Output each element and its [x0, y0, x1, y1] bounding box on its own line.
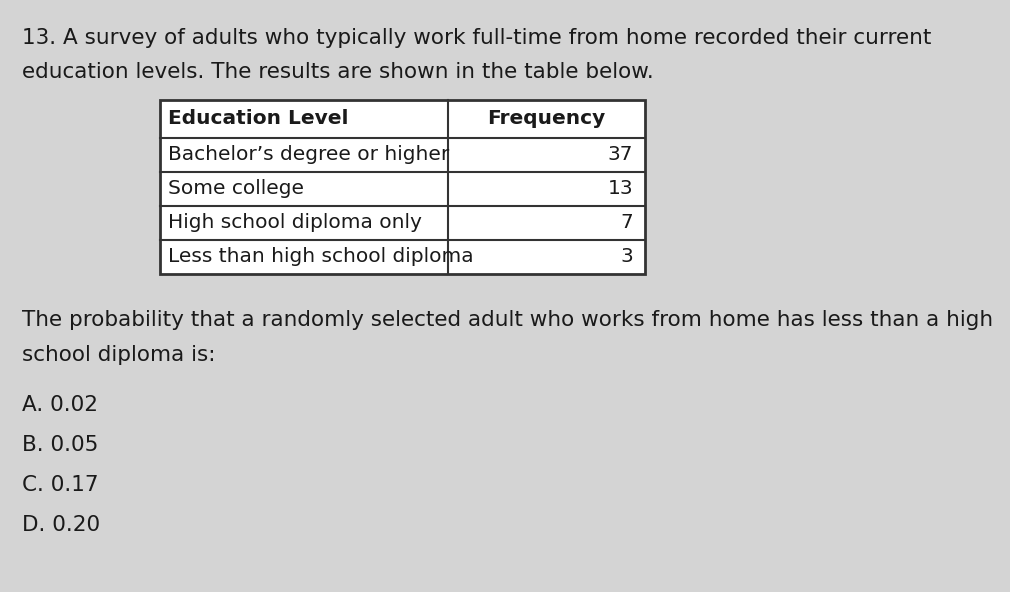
- Text: B. 0.05: B. 0.05: [22, 435, 98, 455]
- Text: Bachelor’s degree or higher: Bachelor’s degree or higher: [168, 146, 449, 165]
- Text: education levels. The results are shown in the table below.: education levels. The results are shown …: [22, 62, 653, 82]
- Text: D. 0.20: D. 0.20: [22, 515, 100, 535]
- Text: The probability that a randomly selected adult who works from home has less than: The probability that a randomly selected…: [22, 310, 993, 330]
- Text: school diploma is:: school diploma is:: [22, 345, 215, 365]
- Bar: [160, 100, 645, 274]
- Text: 13. A survey of adults who typically work full-time from home recorded their cur: 13. A survey of adults who typically wor…: [22, 28, 931, 48]
- Text: A. 0.02: A. 0.02: [22, 395, 98, 415]
- Text: Less than high school diploma: Less than high school diploma: [168, 247, 474, 266]
- Text: Education Level: Education Level: [168, 110, 348, 128]
- Text: C. 0.17: C. 0.17: [22, 475, 99, 495]
- Text: 3: 3: [620, 247, 633, 266]
- Text: 7: 7: [620, 214, 633, 233]
- Text: 13: 13: [607, 179, 633, 198]
- Text: Frequency: Frequency: [488, 110, 606, 128]
- Text: Some college: Some college: [168, 179, 304, 198]
- Text: 37: 37: [607, 146, 633, 165]
- Text: High school diploma only: High school diploma only: [168, 214, 422, 233]
